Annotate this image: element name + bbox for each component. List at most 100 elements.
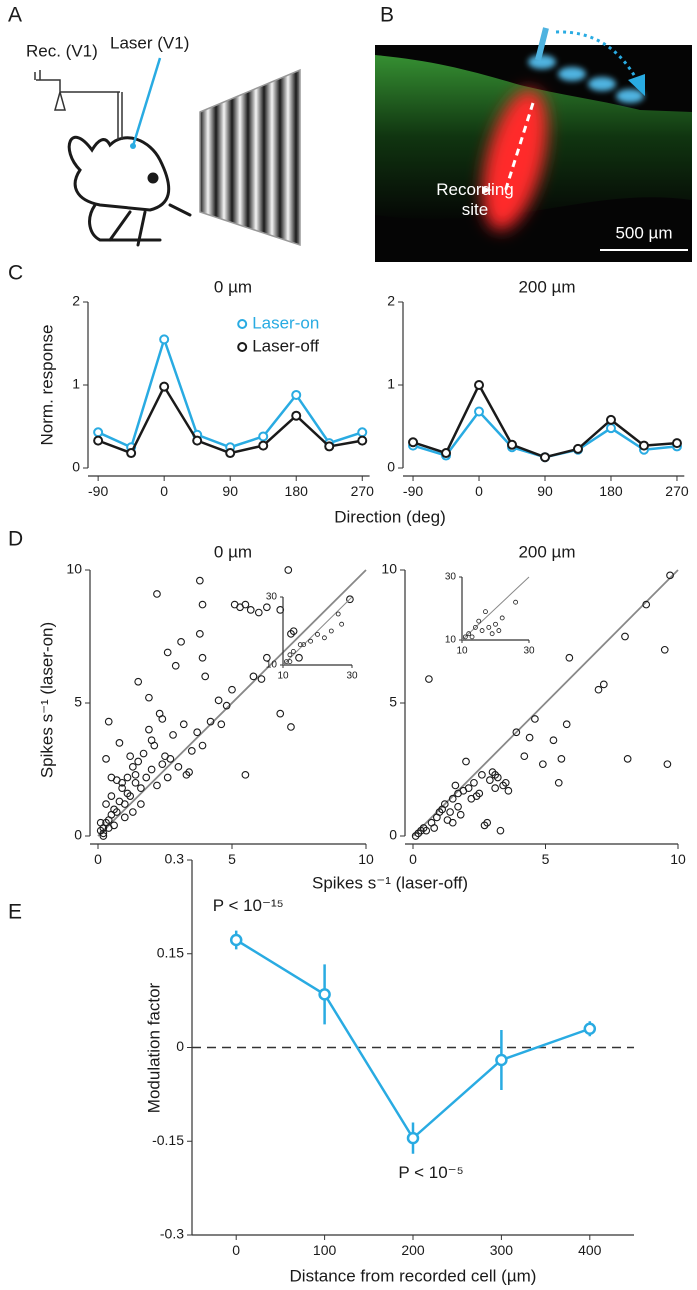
electrode-track <box>503 102 535 193</box>
data-point <box>159 381 170 392</box>
chart-title: 0 µm <box>214 277 252 296</box>
inset-point <box>339 621 345 627</box>
data-point <box>583 1022 597 1035</box>
data-point <box>258 440 269 451</box>
data-point <box>107 773 116 782</box>
data-point <box>241 770 250 779</box>
data-point <box>195 576 204 585</box>
x-tick-label: 30 <box>523 646 535 657</box>
data-point <box>147 765 156 774</box>
data-point <box>406 1131 420 1145</box>
y-tick-label: 5 <box>74 694 82 710</box>
x-tick-label: 270 <box>665 483 689 499</box>
data-point <box>493 773 502 782</box>
data-point <box>276 709 285 718</box>
data-point <box>599 680 608 689</box>
inset-point <box>483 609 488 615</box>
data-point <box>549 736 558 745</box>
data-point <box>456 810 465 819</box>
data-point <box>642 600 651 609</box>
data-point <box>137 784 145 792</box>
data-point <box>621 632 629 641</box>
x-tick-label: 0 <box>94 851 102 867</box>
mouse-illustration <box>67 135 192 247</box>
annotation: Recording site <box>436 180 514 219</box>
data-point <box>217 720 226 729</box>
data-point <box>441 448 452 459</box>
data-point <box>241 600 250 609</box>
data-point <box>501 778 510 787</box>
data-point <box>228 685 236 694</box>
data-point <box>201 672 210 681</box>
data-point <box>128 762 137 771</box>
inset-point <box>493 621 498 627</box>
data-point <box>128 808 137 816</box>
data-point <box>131 778 140 787</box>
data-point <box>572 443 583 454</box>
inset-point <box>297 642 303 647</box>
y-tick-label: 10 <box>445 635 457 646</box>
data-point <box>540 452 550 463</box>
inset-point <box>301 642 307 647</box>
y-tick-label: 2 <box>387 293 395 309</box>
inset-point <box>287 652 293 658</box>
data-point <box>145 725 153 734</box>
data-point <box>110 821 118 830</box>
x-tick-label: 400 <box>578 1242 602 1258</box>
x-tick-label: 5 <box>542 851 550 867</box>
data-point <box>126 448 137 459</box>
data-point <box>159 334 170 345</box>
data-point <box>480 821 489 830</box>
inset-point <box>284 659 289 664</box>
x-tick-label: 5 <box>228 851 236 867</box>
data-point <box>454 802 462 811</box>
data-point <box>134 677 143 686</box>
y-tick-label: -0.15 <box>152 1132 184 1148</box>
data-point <box>225 448 236 459</box>
data-point <box>126 792 135 800</box>
inset-point <box>321 635 327 641</box>
data-point <box>512 728 521 737</box>
data-point <box>605 414 616 425</box>
data-point <box>134 757 143 766</box>
identity-line <box>282 596 353 666</box>
data-point <box>417 826 425 835</box>
data-point <box>123 789 132 798</box>
data-point <box>531 715 539 723</box>
data-point <box>131 770 140 779</box>
inset-point <box>335 611 341 617</box>
data-point <box>324 441 335 452</box>
panel-label: B <box>380 4 394 27</box>
data-point <box>408 437 419 448</box>
x-axis-label: Direction (deg) <box>334 507 446 526</box>
data-point <box>99 829 108 838</box>
x-tick-label: 10 <box>670 851 686 867</box>
y-tick-label: 0 <box>74 827 82 843</box>
data-point <box>139 749 148 758</box>
data-point <box>102 800 110 808</box>
data-point <box>254 608 263 617</box>
panel-label: E <box>8 901 22 924</box>
identity-line <box>97 569 367 837</box>
inset-point <box>466 631 472 637</box>
data-point <box>287 629 295 638</box>
data-point <box>229 933 243 947</box>
x-tick-label: 10 <box>358 851 374 867</box>
data-point <box>671 438 682 449</box>
data-point <box>99 832 108 840</box>
data-point <box>499 781 507 790</box>
x-tick-label: 10 <box>456 646 468 657</box>
inset-point <box>486 625 492 630</box>
y-tick-label: 1 <box>387 376 395 392</box>
data-point <box>496 826 505 835</box>
inset-point <box>469 634 475 640</box>
panel-label: A <box>8 4 22 27</box>
data-point <box>120 813 129 822</box>
data-point <box>142 773 151 782</box>
series-line <box>235 938 591 1141</box>
data-point <box>291 410 302 421</box>
data-point <box>163 648 172 657</box>
inset-point <box>308 638 314 644</box>
data-point <box>169 731 177 739</box>
inset-point <box>489 631 495 637</box>
